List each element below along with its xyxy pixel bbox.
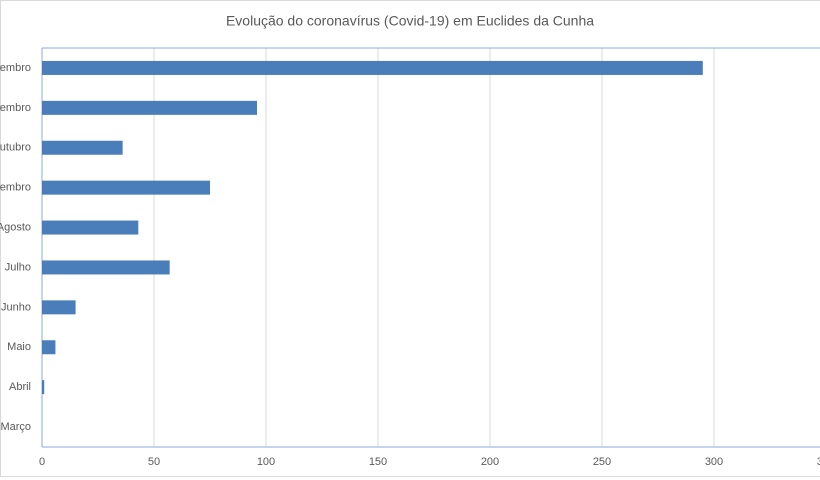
x-tick-label: 250 [593, 456, 611, 468]
x-tick-label: 100 [257, 456, 275, 468]
y-tick-label: Setembro [0, 182, 31, 194]
bar [42, 340, 56, 355]
y-tick-label: Dezembro [0, 62, 31, 74]
bar [42, 220, 139, 235]
y-tick-label: Abril [9, 381, 31, 393]
x-tick-label: 350 [817, 456, 820, 468]
x-tick-label: 150 [369, 456, 387, 468]
x-tick-label: 300 [705, 456, 723, 468]
y-tick-label: Outubro [0, 142, 31, 154]
y-tick-label: Novembro [0, 102, 31, 114]
bar [42, 180, 210, 195]
bar [42, 100, 258, 115]
y-tick-label: Maio [7, 341, 31, 353]
bar [42, 60, 703, 75]
chart-title: Evolução do coronavírus (Covid-19) em Eu… [226, 13, 594, 29]
y-tick-label: Março [0, 421, 31, 433]
x-tick-label: 200 [481, 456, 499, 468]
bar [42, 300, 76, 315]
y-tick-label: Julho [5, 261, 31, 273]
bar [42, 260, 170, 275]
bar [42, 140, 123, 155]
y-tick-label: Junho [1, 301, 31, 313]
y-tick-label: Agosto [0, 221, 31, 233]
bar [42, 380, 45, 395]
x-tick-label: 0 [39, 456, 45, 468]
x-tick-label: 50 [148, 456, 160, 468]
